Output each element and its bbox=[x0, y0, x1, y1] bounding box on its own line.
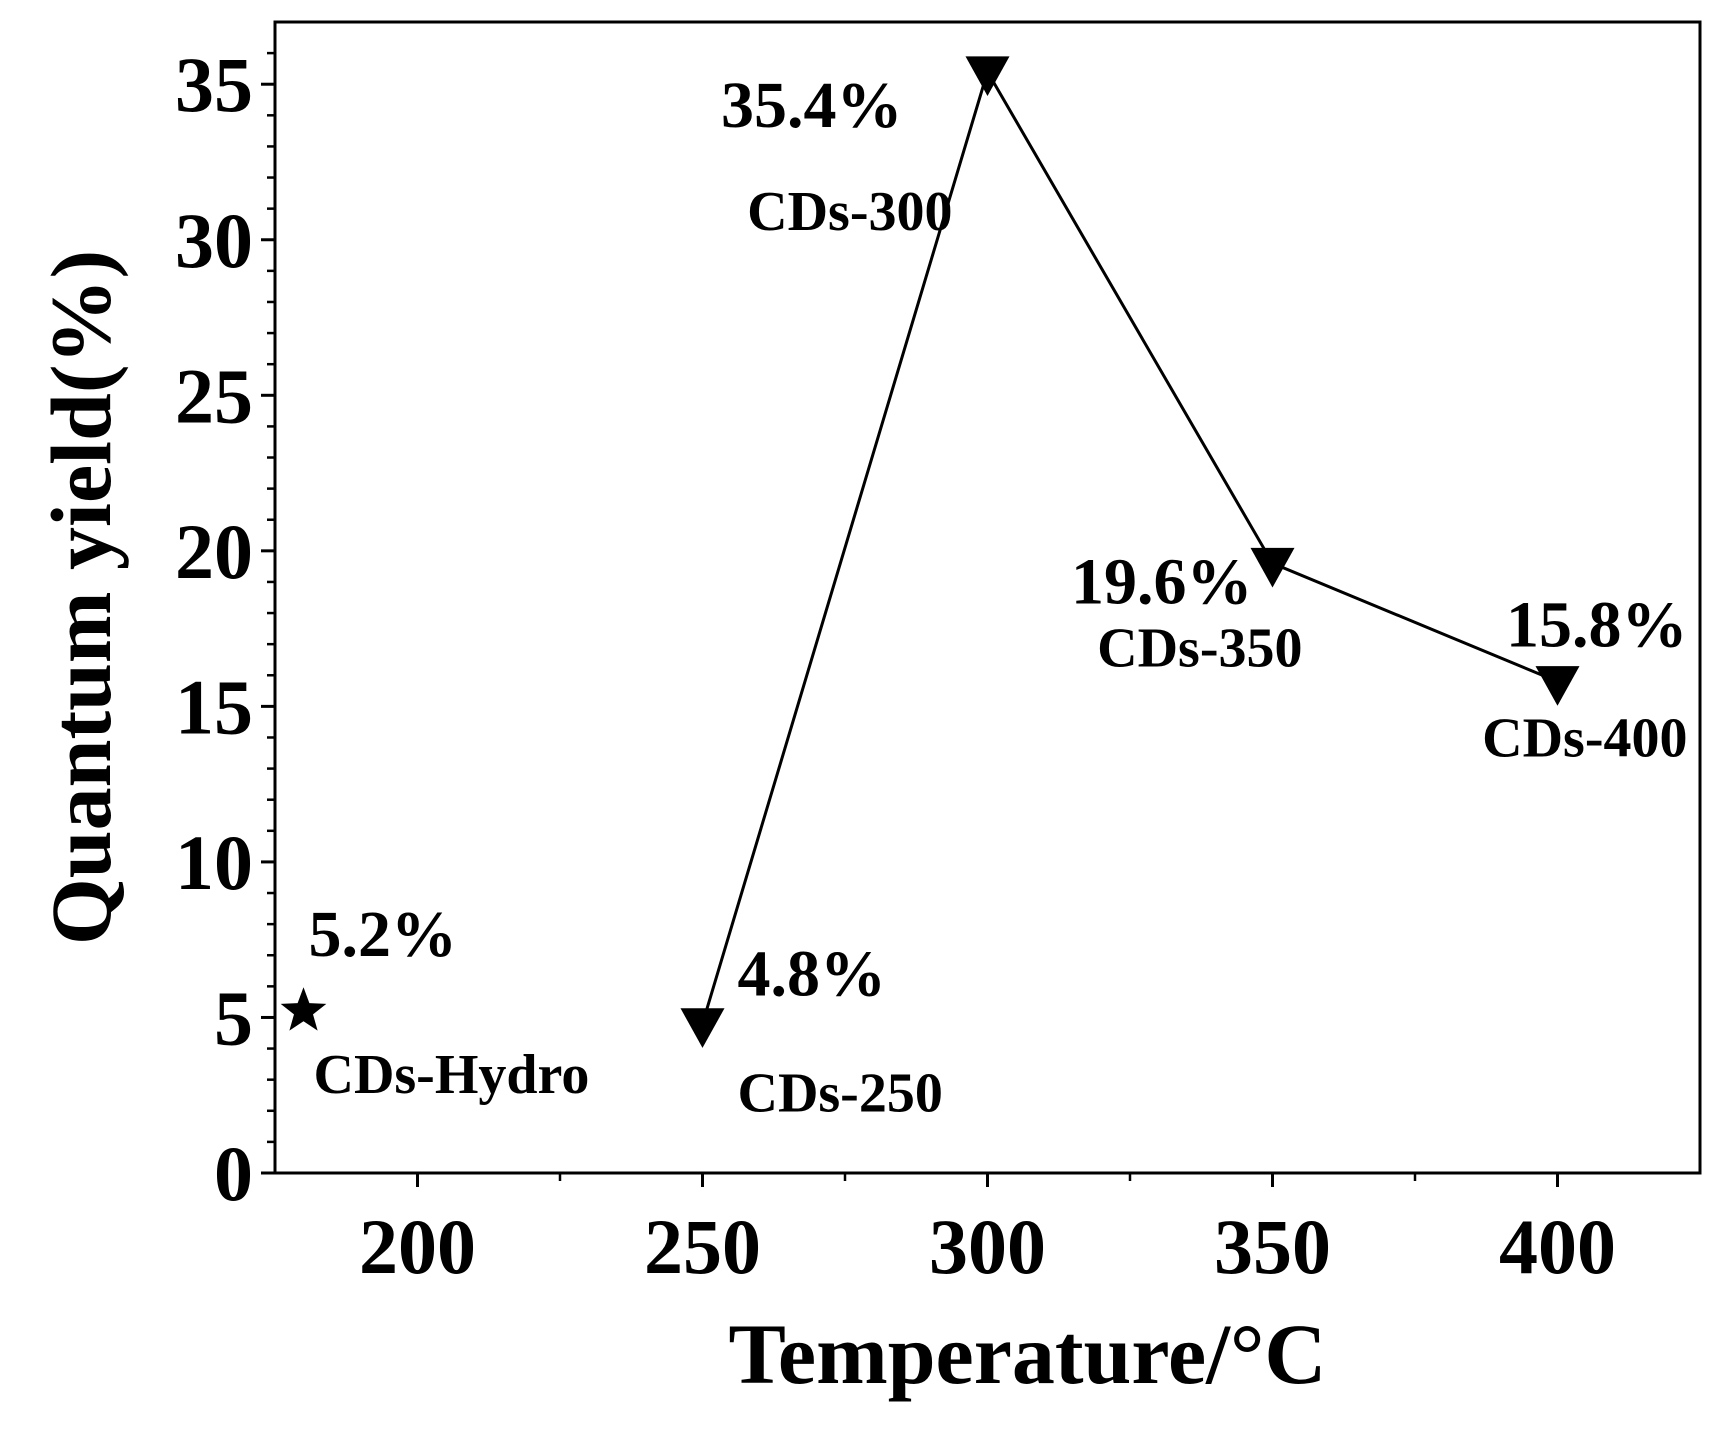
x-tick-label: 200 bbox=[359, 1203, 476, 1290]
x-tick-label: 400 bbox=[1499, 1203, 1616, 1290]
y-tick-label: 30 bbox=[175, 197, 253, 284]
axis-tick-labels: 200 250 300 350 400 0 5 10 15 20 25 30 35 bbox=[175, 41, 1616, 1290]
data-annotations: 5.2% CDs-Hydro 4.8% CDs-250 35.4% CDs-300 19.6… bbox=[309, 69, 1688, 1125]
data-value-label: 35.4% bbox=[721, 69, 903, 142]
data-name-label: CDs-400 bbox=[1482, 707, 1687, 769]
data-value-label: 15.8% bbox=[1506, 588, 1688, 661]
data-point-star bbox=[280, 987, 327, 1031]
data-name-label: CDs-Hydro bbox=[314, 1044, 590, 1106]
series-line bbox=[701, 68, 1559, 1025]
y-tick-label: 0 bbox=[214, 1130, 253, 1217]
plot-frame bbox=[273, 20, 1702, 1175]
data-point-triangle bbox=[680, 1008, 725, 1048]
y-tick-label: 10 bbox=[175, 819, 253, 906]
axis-ticks bbox=[261, 51, 1559, 1187]
x-axis-title: Temperature/°C bbox=[728, 1306, 1326, 1402]
y-tick-label: 35 bbox=[175, 41, 253, 128]
data-value-label: 4.8% bbox=[738, 938, 887, 1011]
x-tick-label: 300 bbox=[929, 1203, 1046, 1290]
y-tick-label: 15 bbox=[175, 663, 253, 750]
data-markers bbox=[280, 56, 1580, 1048]
x-tick-label: 350 bbox=[1214, 1203, 1331, 1290]
data-name-label: CDs-350 bbox=[1097, 617, 1302, 679]
data-value-label: 19.6% bbox=[1071, 545, 1253, 618]
data-name-label: CDs-300 bbox=[747, 181, 952, 243]
y-tick-label: 25 bbox=[175, 352, 253, 439]
series-lines bbox=[701, 68, 1559, 1025]
data-value-label: 5.2% bbox=[309, 898, 458, 971]
data-point-triangle bbox=[965, 56, 1010, 96]
y-tick-label: 5 bbox=[214, 974, 253, 1061]
plot-area-border bbox=[273, 20, 1702, 1175]
y-axis-title: Quantum yield(%) bbox=[33, 250, 129, 945]
data-point-triangle bbox=[1535, 666, 1580, 706]
x-tick-label: 250 bbox=[644, 1203, 761, 1290]
data-point-triangle bbox=[1250, 547, 1295, 588]
y-tick-label: 20 bbox=[175, 508, 253, 595]
data-name-label: CDs-250 bbox=[738, 1063, 943, 1125]
